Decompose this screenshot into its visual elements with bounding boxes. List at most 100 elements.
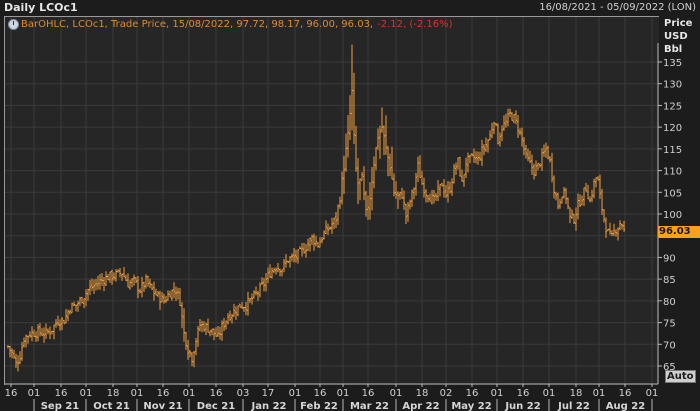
ohlc-bar: [441, 182, 443, 187]
ohlc-bar: [347, 115, 349, 158]
ohlc-bar: [551, 152, 553, 183]
ohlc-bar: [111, 269, 113, 285]
ohlc-bar: [61, 317, 63, 331]
ohlc-bar: [355, 125, 357, 172]
ohlc-bar: [127, 273, 129, 288]
ohlc-bar: [117, 269, 119, 273]
month-label: Nov 21: [143, 401, 182, 411]
ohlc-bar: [153, 281, 155, 301]
ohlc-bar: [503, 115, 505, 131]
y-tick-label: 100: [663, 210, 682, 221]
ohlc-bar: [301, 242, 303, 257]
ohlc-bar: [207, 318, 209, 333]
ohlc-bar: [305, 243, 307, 258]
ohlc-bar: [11, 348, 13, 359]
ohlc-bar: [509, 108, 511, 118]
ohlc-bar: [213, 328, 215, 341]
ohlc-bar: [29, 331, 31, 338]
y-tick-label: 80: [663, 297, 676, 308]
ohlc-bar: [533, 163, 535, 180]
ohlc-bar: [433, 189, 435, 204]
y-tick-label: 65: [663, 362, 676, 373]
ohlc-bar: [489, 130, 491, 141]
ohlc-bar: [289, 256, 291, 268]
ohlc-bar: [447, 181, 449, 203]
ohlc-bar: [193, 351, 195, 368]
legend-change: -2.12, (-2.16%): [377, 19, 453, 30]
x-tick-label: 01: [593, 388, 606, 399]
auto-scale-button[interactable]: Auto: [665, 370, 696, 383]
ohlc-bar: [13, 349, 15, 359]
x-tick-label: 18: [107, 388, 120, 399]
ohlc-bar: [459, 156, 461, 177]
x-tick-label: 16: [517, 388, 530, 399]
date-range: 16/08/2021 - 05/09/2022 (LON): [539, 2, 696, 13]
ohlc-bar: [411, 189, 413, 207]
x-tick-label: 02: [440, 388, 453, 399]
ohlc-bar: [381, 107, 383, 133]
ohlc-bar: [437, 180, 439, 202]
ohlc-bar: [481, 139, 483, 166]
ohlc-bar: [491, 122, 493, 139]
ohlc-bar: [421, 170, 423, 185]
ohlc-bar: [593, 178, 595, 199]
ohlc-bar: [103, 277, 105, 292]
x-tick-label: 01: [337, 388, 350, 399]
ohlc-bar: [537, 162, 539, 171]
ohlc-bar: [137, 275, 139, 299]
ohlc-bar: [123, 267, 125, 278]
ohlc-bar: [499, 132, 501, 147]
ohlc-bar: [189, 350, 191, 358]
ohlc-bar: [277, 262, 279, 273]
ohlc-bar: [413, 187, 415, 200]
ohlc-bar: [495, 122, 497, 127]
ohlc-bar: [561, 196, 563, 204]
ohlc-bar: [251, 293, 253, 305]
month-label: Sep 21: [41, 401, 80, 411]
ohlc-bar: [605, 217, 607, 238]
ohlc-bar: [469, 154, 471, 164]
x-tick-label: 16: [5, 388, 18, 399]
ohlc-bar: [397, 191, 399, 209]
ohlc-bar: [275, 267, 277, 275]
x-tick-label: 01: [80, 388, 93, 399]
ohlc-bar: [567, 197, 569, 210]
ohlc-bar: [409, 199, 411, 210]
ohlc-bar: [175, 286, 177, 301]
x-tick-label: 18: [416, 388, 429, 399]
ohlc-bar: [425, 189, 427, 203]
chart-legend: BarOHLC, LCOc1, Trade Price, 15/08/2022,…: [8, 19, 453, 30]
ohlc-bar: [119, 268, 121, 278]
ohlc-bar: [531, 154, 533, 175]
month-label: Apr 22: [402, 401, 439, 411]
ohlc-bar: [385, 115, 387, 155]
ohlc-bar: [45, 323, 47, 340]
ohlc-bar: [349, 95, 351, 140]
ohlc-bar: [417, 156, 419, 182]
ohlc-bar: [423, 177, 425, 198]
ohlc-bar: [501, 125, 503, 142]
ohlc-bar: [309, 237, 311, 252]
ohlc-bar: [21, 341, 23, 361]
y-tick-label: 110: [663, 167, 682, 178]
ohlc-bar: [479, 151, 481, 161]
ohlc-bar: [569, 207, 571, 224]
ohlc-bar: [65, 309, 67, 324]
x-tick-label: 16: [362, 388, 375, 399]
ohlc-bar: [183, 308, 185, 342]
ohlc-bar: [217, 326, 219, 338]
month-label: Dec 21: [197, 401, 235, 411]
ohlc-bar: [43, 327, 45, 343]
ohlc-bar: [143, 281, 145, 292]
ohlc-bar: [231, 313, 233, 324]
ohlc-bar: [9, 345, 11, 358]
x-tick-label: 18: [570, 388, 583, 399]
ohlc-bar: [109, 271, 111, 283]
ohlc-bar: [427, 195, 429, 203]
ohlc-bar: [547, 145, 549, 160]
ohlc-bar: [67, 309, 69, 322]
ohlc-bar: [241, 302, 243, 309]
axis-heading-unit: Bbl: [664, 44, 683, 55]
clock-icon[interactable]: [8, 19, 19, 30]
